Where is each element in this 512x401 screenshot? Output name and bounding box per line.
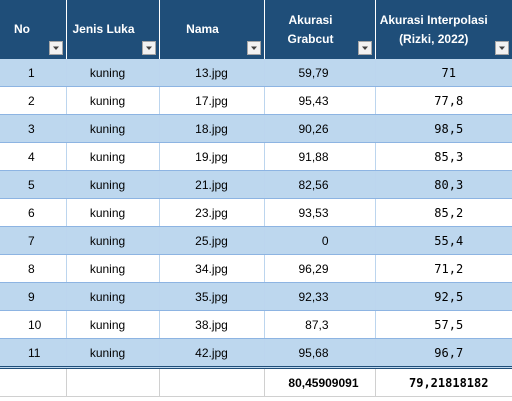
total-akurasi-grabcut[interactable]: 80,45909091	[264, 366, 376, 397]
table-row: 5 kuning 21.jpg 82,56 80,3	[0, 170, 512, 199]
cell-nama[interactable]: 13.jpg	[159, 59, 265, 87]
cell-akurasi-interpolasi[interactable]: 98,5	[375, 114, 512, 143]
header-nama-label: Nama	[186, 22, 219, 36]
table-row: 8 kuning 34.jpg 96,29 71,2	[0, 254, 512, 283]
dropdown-arrow-icon	[499, 46, 505, 50]
cell-akurasi-interpolasi[interactable]: 85,3	[375, 142, 512, 171]
cell-akurasi-grabcut[interactable]: 87,3	[264, 310, 376, 339]
dropdown-arrow-icon	[52, 46, 59, 50]
cell-nama[interactable]: 23.jpg	[159, 198, 265, 227]
cell-akurasi-interpolasi[interactable]: 96,7	[375, 338, 512, 368]
filter-button-akurasi-interpolasi[interactable]	[495, 41, 509, 55]
table-row: 2 kuning 17.jpg 95,43 77,8	[0, 86, 512, 115]
table-row: 4 kuning 19.jpg 91,88 85,3	[0, 142, 512, 171]
table-row: 7 kuning 25.jpg 0 55,4	[0, 226, 512, 255]
cell-nama[interactable]: 18.jpg	[159, 114, 265, 143]
cell-jenis-luka[interactable]: kuning	[66, 59, 160, 87]
cell-akurasi-grabcut[interactable]: 0	[264, 226, 376, 255]
cell-nama[interactable]: 38.jpg	[159, 310, 265, 339]
table-row: 10 kuning 38.jpg 87,3 57,5	[0, 310, 512, 339]
dropdown-arrow-icon	[361, 46, 368, 50]
header-akurasi-interpolasi-label: Akurasi Interpolasi (Rizki, 2022)	[379, 12, 488, 46]
cell-akurasi-grabcut[interactable]: 95,43	[264, 86, 376, 115]
cell-jenis-luka[interactable]: kuning	[66, 170, 160, 199]
cell-akurasi-interpolasi[interactable]: 92,5	[375, 282, 512, 311]
header-akurasi-grabcut-label: Akurasi Grabcut	[287, 12, 334, 46]
cell-akurasi-grabcut[interactable]: 91,88	[264, 142, 376, 171]
cell-akurasi-grabcut[interactable]: 96,29	[264, 254, 376, 283]
filter-button-nama[interactable]	[246, 41, 261, 55]
cell-jenis-luka[interactable]: kuning	[66, 338, 160, 368]
totals-cell-empty[interactable]	[159, 366, 265, 397]
cell-nama[interactable]: 19.jpg	[159, 142, 265, 171]
table-row: 3 kuning 18.jpg 90,26 98,5	[0, 114, 512, 143]
cell-akurasi-grabcut[interactable]: 93,53	[264, 198, 376, 227]
cell-no[interactable]: 5	[0, 170, 67, 199]
cell-akurasi-interpolasi[interactable]: 77,8	[375, 86, 512, 115]
cell-no[interactable]: 8	[0, 254, 67, 283]
cell-jenis-luka[interactable]: kuning	[66, 86, 160, 115]
cell-akurasi-grabcut[interactable]: 95,68	[264, 338, 376, 368]
cell-akurasi-interpolasi[interactable]: 71	[375, 59, 512, 87]
table-row: 6 kuning 23.jpg 93,53 85,2	[0, 198, 512, 227]
cell-akurasi-interpolasi[interactable]: 55,4	[375, 226, 512, 255]
table-body: 1 kuning 13.jpg 59,79 71 2 kuning 17.jpg 95,43 77…	[0, 59, 512, 368]
cell-jenis-luka[interactable]: kuning	[66, 310, 160, 339]
cell-jenis-luka[interactable]: kuning	[66, 254, 160, 283]
cell-akurasi-grabcut[interactable]: 59,79	[264, 59, 376, 87]
cell-akurasi-interpolasi[interactable]: 80,3	[375, 170, 512, 199]
cell-jenis-luka[interactable]: kuning	[66, 198, 160, 227]
cell-nama[interactable]: 17.jpg	[159, 86, 265, 115]
header-row: No Jenis Luka Nama Akurasi Grabcut	[0, 0, 512, 59]
total-akurasi-interpolasi[interactable]: 79,21818182	[375, 366, 512, 397]
cell-akurasi-grabcut[interactable]: 90,26	[264, 114, 376, 143]
totals-cell-empty[interactable]	[66, 366, 160, 397]
cell-nama[interactable]: 34.jpg	[159, 254, 265, 283]
cell-jenis-luka[interactable]: kuning	[66, 114, 160, 143]
table-row: 1 kuning 13.jpg 59,79 71	[0, 59, 512, 87]
header-jenis-luka-label: Jenis Luka	[72, 22, 135, 36]
cell-no[interactable]: 6	[0, 198, 67, 227]
totals-cell-empty[interactable]	[0, 366, 67, 397]
cell-no[interactable]: 7	[0, 226, 67, 255]
cell-akurasi-interpolasi[interactable]: 57,5	[375, 310, 512, 339]
cell-no[interactable]: 1	[0, 59, 67, 87]
cell-jenis-luka[interactable]: kuning	[66, 226, 160, 255]
cell-akurasi-grabcut[interactable]: 82,56	[264, 170, 376, 199]
cell-no[interactable]: 9	[0, 282, 67, 311]
header-akurasi-grabcut: Akurasi Grabcut	[264, 0, 376, 59]
cell-nama[interactable]: 42.jpg	[159, 338, 265, 368]
header-akurasi-interpolasi: Akurasi Interpolasi (Rizki, 2022)	[375, 0, 512, 59]
cell-nama[interactable]: 35.jpg	[159, 282, 265, 311]
header-no-label: No	[14, 22, 30, 36]
table-row: 11 kuning 42.jpg 95,68 96,7	[0, 338, 512, 368]
cell-jenis-luka[interactable]: kuning	[66, 142, 160, 171]
cell-no[interactable]: 2	[0, 86, 67, 115]
header-nama: Nama	[159, 0, 265, 59]
totals-row: 80,45909091 79,21818182	[0, 366, 512, 397]
cell-nama[interactable]: 21.jpg	[159, 170, 265, 199]
cell-akurasi-interpolasi[interactable]: 71,2	[375, 254, 512, 283]
filter-button-no[interactable]	[48, 41, 63, 55]
dropdown-arrow-icon	[145, 46, 152, 50]
cell-no[interactable]: 10	[0, 310, 67, 339]
cell-akurasi-grabcut[interactable]: 92,33	[264, 282, 376, 311]
cell-akurasi-interpolasi[interactable]: 85,2	[375, 198, 512, 227]
header-jenis-luka: Jenis Luka	[66, 0, 160, 59]
cell-no[interactable]: 3	[0, 114, 67, 143]
filter-button-jenis-luka[interactable]	[141, 41, 156, 55]
filter-button-akurasi-grabcut[interactable]	[357, 41, 372, 55]
table-row: 9 kuning 35.jpg 92,33 92,5	[0, 282, 512, 311]
cell-no[interactable]: 4	[0, 142, 67, 171]
header-no: No	[0, 0, 67, 59]
cell-no[interactable]: 11	[0, 338, 67, 368]
cell-jenis-luka[interactable]: kuning	[66, 282, 160, 311]
cell-nama[interactable]: 25.jpg	[159, 226, 265, 255]
dropdown-arrow-icon	[250, 46, 257, 50]
